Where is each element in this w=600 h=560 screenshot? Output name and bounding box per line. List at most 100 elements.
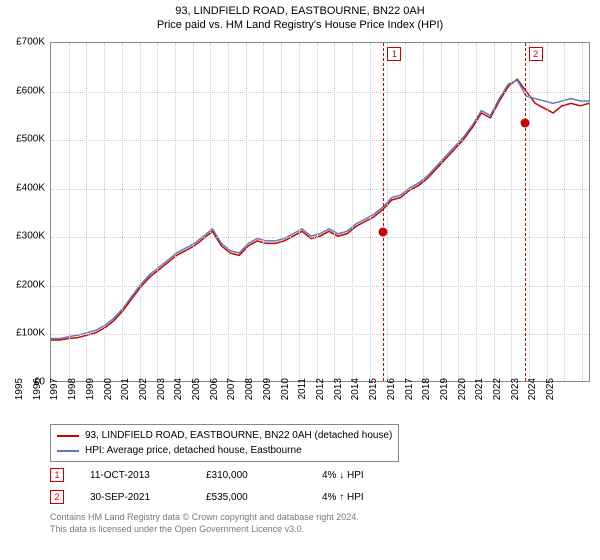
xtick-label: 2010 (280, 378, 291, 418)
gridline (281, 43, 282, 381)
ytick-label: £400K (16, 182, 45, 193)
xtick-label: 2020 (457, 378, 468, 418)
gridline (246, 43, 247, 381)
xtick-label: 2007 (226, 378, 237, 418)
gridline (51, 286, 589, 287)
footer-line1: Contains HM Land Registry data © Crown c… (50, 512, 359, 524)
xtick-label: 2025 (545, 378, 556, 418)
gridline (405, 43, 406, 381)
gridline (370, 43, 371, 381)
ytick-label: £200K (16, 279, 45, 290)
event-date: 30-SEP-2021 (90, 492, 180, 503)
xtick-label: 2003 (156, 378, 167, 418)
chart-lines-svg (51, 43, 589, 381)
legend-swatch (57, 435, 79, 437)
events-table: 1 11-OCT-2013 £310,000 4% ↓ HPI 2 30-SEP… (50, 464, 392, 508)
event-price: £535,000 (206, 492, 296, 503)
xtick-label: 2022 (492, 378, 503, 418)
gridline (511, 43, 512, 381)
xtick-label: 2018 (421, 378, 432, 418)
xtick-label: 2000 (103, 378, 114, 418)
event-row: 1 11-OCT-2013 £310,000 4% ↓ HPI (50, 464, 392, 486)
chart-title: 93, LINDFIELD ROAD, EASTBOURNE, BN22 0AH… (0, 0, 600, 33)
gridline (423, 43, 424, 381)
gridline (582, 43, 583, 381)
xtick-label: 2009 (262, 378, 273, 418)
event-price: £310,000 (206, 470, 296, 481)
legend-swatch (57, 450, 79, 452)
legend-label: HPI: Average price, detached house, East… (85, 443, 302, 458)
gridline (69, 43, 70, 381)
xtick-label: 2017 (404, 378, 415, 418)
xtick-label: 2023 (510, 378, 521, 418)
event-marker: 1 (387, 47, 401, 61)
gridline (104, 43, 105, 381)
event-pct: 4% ↓ HPI (322, 470, 392, 481)
gridline (299, 43, 300, 381)
series-line (51, 79, 589, 340)
xtick-label: 2016 (386, 378, 397, 418)
xtick-label: 2005 (191, 378, 202, 418)
xtick-label: 2008 (244, 378, 255, 418)
gridline (157, 43, 158, 381)
xtick-label: 2015 (368, 378, 379, 418)
xtick-label: 2019 (439, 378, 450, 418)
gridline (547, 43, 548, 381)
xtick-label: 2021 (474, 378, 485, 418)
gridline (387, 43, 388, 381)
xtick-label: 2006 (209, 378, 220, 418)
title-line2: Price paid vs. HM Land Registry's House … (0, 18, 600, 32)
chart-container: 93, LINDFIELD ROAD, EASTBOURNE, BN22 0AH… (0, 0, 600, 560)
gridline (228, 43, 229, 381)
gridline (494, 43, 495, 381)
event-line (383, 43, 384, 381)
xtick-label: 2024 (527, 378, 538, 418)
event-date: 11-OCT-2013 (90, 470, 180, 481)
xtick-label: 2001 (120, 378, 131, 418)
xtick-label: 2012 (315, 378, 326, 418)
ytick-label: £500K (16, 134, 45, 145)
gridline (441, 43, 442, 381)
xtick-label: 2013 (333, 378, 344, 418)
event-row: 2 30-SEP-2021 £535,000 4% ↑ HPI (50, 486, 392, 508)
title-line1: 93, LINDFIELD ROAD, EASTBOURNE, BN22 0AH (0, 4, 600, 18)
plot-area: 12 (50, 42, 590, 382)
data-point (520, 119, 529, 128)
xtick-label: 2004 (173, 378, 184, 418)
xtick-label: 1999 (85, 378, 96, 418)
gridline (334, 43, 335, 381)
gridline (476, 43, 477, 381)
data-point (379, 228, 388, 237)
gridline (51, 92, 589, 93)
legend-item: 93, LINDFIELD ROAD, EASTBOURNE, BN22 0AH… (57, 428, 392, 443)
gridline (352, 43, 353, 381)
legend: 93, LINDFIELD ROAD, EASTBOURNE, BN22 0AH… (50, 424, 399, 462)
gridline (140, 43, 141, 381)
gridline (51, 140, 589, 141)
event-marker: 2 (529, 47, 543, 61)
gridline (51, 189, 589, 190)
xtick-label: 2002 (138, 378, 149, 418)
xtick-label: 1995 (14, 378, 25, 418)
event-number-box: 1 (50, 468, 64, 482)
gridline (458, 43, 459, 381)
gridline (175, 43, 176, 381)
xtick-label: 1997 (49, 378, 60, 418)
gridline (51, 237, 589, 238)
legend-item: HPI: Average price, detached house, East… (57, 443, 392, 458)
xtick-label: 1998 (67, 378, 78, 418)
ytick-label: £100K (16, 328, 45, 339)
footer-line2: This data is licensed under the Open Gov… (50, 524, 359, 536)
gridline (51, 334, 589, 335)
xtick-label: 2011 (297, 378, 308, 418)
event-line (525, 43, 526, 381)
ytick-label: £600K (16, 85, 45, 96)
xtick-label: 2014 (350, 378, 361, 418)
gridline (122, 43, 123, 381)
gridline (529, 43, 530, 381)
gridline (86, 43, 87, 381)
legend-label: 93, LINDFIELD ROAD, EASTBOURNE, BN22 0AH… (85, 428, 392, 443)
gridline (564, 43, 565, 381)
event-number-box: 2 (50, 490, 64, 504)
gridline (193, 43, 194, 381)
